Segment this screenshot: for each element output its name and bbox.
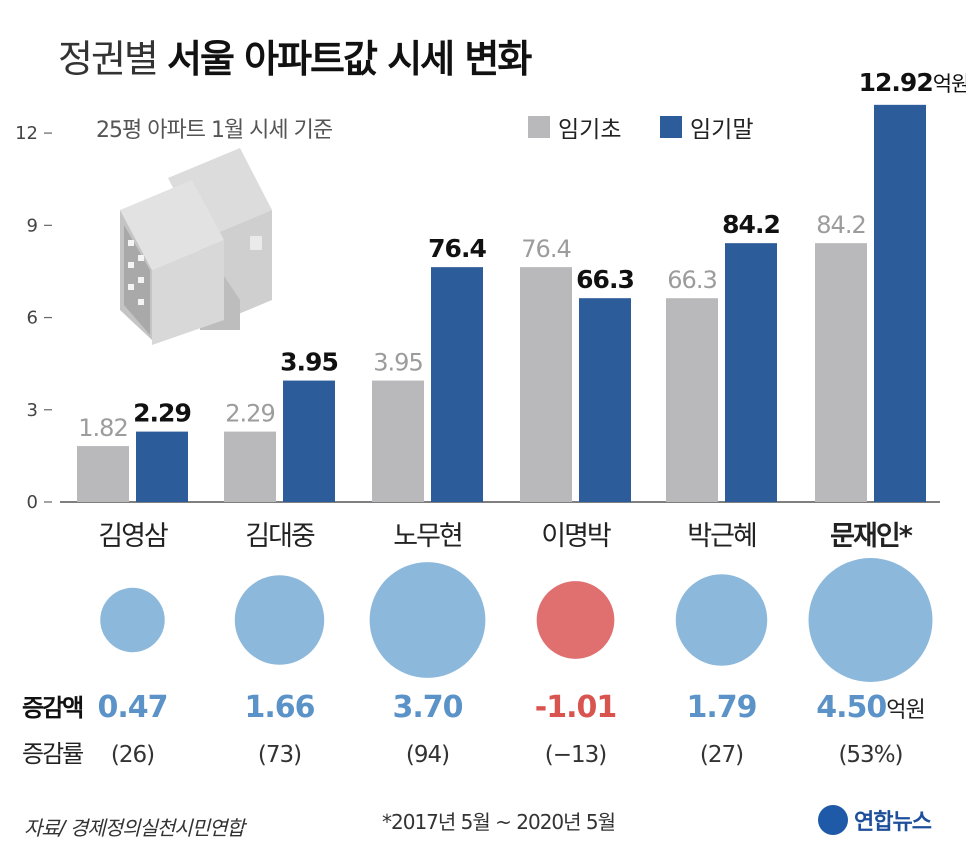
bar-start	[77, 446, 129, 502]
logo-text: 연합뉴스	[854, 810, 932, 835]
chart-subtitle: 25평 아파트 1월 시세 기준	[96, 118, 333, 143]
y-tick-label: 6	[27, 308, 38, 329]
y-tick-label: 0	[27, 492, 38, 513]
y-tick-label: 3	[27, 400, 38, 421]
x-category-label: 문재인*	[830, 521, 913, 552]
bar-start	[224, 431, 276, 502]
bar-end	[874, 104, 926, 503]
bar-start	[666, 298, 718, 502]
data-label-end: 2.29	[133, 399, 191, 428]
change-rate: (−13)	[545, 742, 606, 768]
legend-label-start: 임기초	[558, 117, 622, 143]
change-value: -1.01	[535, 690, 616, 725]
x-category-label: 박근혜	[687, 521, 756, 552]
data-label-start: 1.82	[78, 414, 127, 442]
x-category-label: 이명박	[541, 521, 611, 552]
data-label-end: 12.92억원	[859, 68, 966, 97]
x-category-label: 김영삼	[98, 521, 168, 552]
period-note: *2017년 5월 ~ 2020년 5월	[382, 810, 616, 834]
title-bold: 서울 아파트값 시세 변화	[166, 37, 532, 81]
change-section: 0.47 (26) 1.66 (73) 3.70 (94) -1.01 (−13) 1.79 (2…	[22, 558, 933, 768]
change-bubble	[100, 587, 165, 653]
bar-start	[815, 243, 867, 502]
change-bubble	[369, 562, 486, 678]
change-rate: (26)	[111, 742, 154, 768]
change-rate: (27)	[700, 742, 743, 768]
bar-end	[283, 380, 335, 502]
data-label-start: 84.2	[816, 211, 865, 239]
page-title: 정권별 서울 아파트값 시세 변화	[58, 28, 532, 83]
data-label-end: 66.3	[576, 265, 634, 294]
data-label-start: 2.29	[225, 400, 274, 428]
change-bubble	[675, 574, 768, 666]
change-value: 3.70	[392, 690, 462, 725]
data-label-end: 3.95	[280, 348, 338, 377]
bar-end	[431, 267, 483, 502]
legend-swatch-start	[528, 116, 550, 138]
logo-icon	[818, 805, 848, 835]
news-logo: 연합뉴스	[818, 804, 932, 836]
change-value: 0.47	[97, 690, 167, 725]
y-tick-label: 12	[15, 123, 38, 144]
legend-label-end: 임기말	[690, 117, 754, 143]
change-rate: (94)	[406, 742, 449, 768]
y-tick-label: 9	[27, 215, 38, 236]
change-bubble	[234, 575, 325, 665]
bar-end	[579, 298, 631, 502]
data-label-start: 66.3	[667, 266, 716, 294]
change-rate-row-label: 증감률	[22, 740, 83, 768]
bar-start	[520, 267, 572, 502]
change-value: 1.79	[686, 690, 756, 725]
title-normal: 정권별	[58, 37, 159, 81]
y-axis: 0 3 6 9 12	[15, 123, 940, 513]
bar-end	[725, 243, 777, 502]
change-bubble	[808, 558, 933, 682]
source-note: 자료/ 경제정의실천시민연합	[24, 816, 245, 840]
data-label-end: 76.4	[428, 234, 486, 263]
change-row-label: 증감액	[22, 694, 82, 722]
change-rate: (53%)	[838, 742, 902, 768]
change-value: 1.66	[244, 690, 314, 725]
bar-start	[372, 380, 424, 502]
change-rate: (73)	[258, 742, 301, 768]
bar-end	[136, 431, 188, 502]
apartment-building-icon	[120, 148, 272, 345]
legend-swatch-end	[660, 116, 682, 138]
data-label-end: 84.2	[722, 210, 780, 239]
legend-item-end: 임기말	[660, 110, 753, 144]
change-bubble	[536, 581, 615, 659]
bars: 1.822.29김영삼2.293.95김대중3.9576.4노무현76.466.…	[77, 68, 966, 552]
data-label-start: 3.95	[373, 349, 422, 377]
x-category-label: 노무현	[393, 521, 462, 552]
change-value: 4.50억원	[816, 690, 925, 725]
data-label-start: 76.4	[521, 235, 570, 263]
legend-item-start: 임기초	[528, 110, 621, 144]
x-category-label: 김대중	[245, 521, 315, 552]
